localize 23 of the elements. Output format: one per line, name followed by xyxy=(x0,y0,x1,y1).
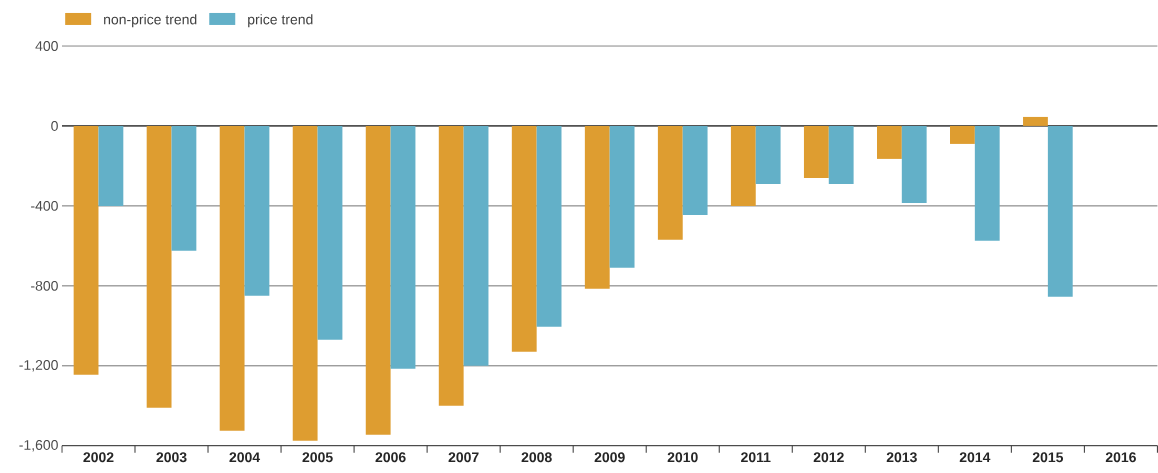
x-tick-label: 2007 xyxy=(448,452,479,463)
x-tick-label: 2004 xyxy=(229,452,261,463)
x-tick-label: 2005 xyxy=(302,452,333,463)
x-tick-label: 2006 xyxy=(375,452,406,463)
x-tick-label: 2012 xyxy=(813,452,844,463)
y-tick-label: -400 xyxy=(31,201,58,211)
x-tick-label: 2008 xyxy=(521,452,552,463)
x-tick-label: 2003 xyxy=(156,452,187,463)
legend-label: price trend xyxy=(248,14,313,28)
x-tick-label: 2011 xyxy=(741,452,771,463)
y-tick-label: 0 xyxy=(51,121,58,132)
x-tick-label: 2002 xyxy=(83,452,114,463)
y-tick-label: -1,600 xyxy=(19,440,58,452)
x-tick-label: 2010 xyxy=(667,452,698,463)
y-tick-label: 400 xyxy=(35,41,58,52)
x-tick-label: 2013 xyxy=(886,452,917,463)
x-tick-label: 2015 xyxy=(1032,452,1064,463)
legend-label: non-price trend xyxy=(104,14,197,28)
y-tick-label: -800 xyxy=(31,281,58,291)
x-tick-label: 2016 xyxy=(1105,452,1136,463)
y-tick-label: -1,200 xyxy=(19,360,58,372)
x-tick-label: 2014 xyxy=(959,452,991,463)
x-tick-label: 2009 xyxy=(594,452,625,463)
